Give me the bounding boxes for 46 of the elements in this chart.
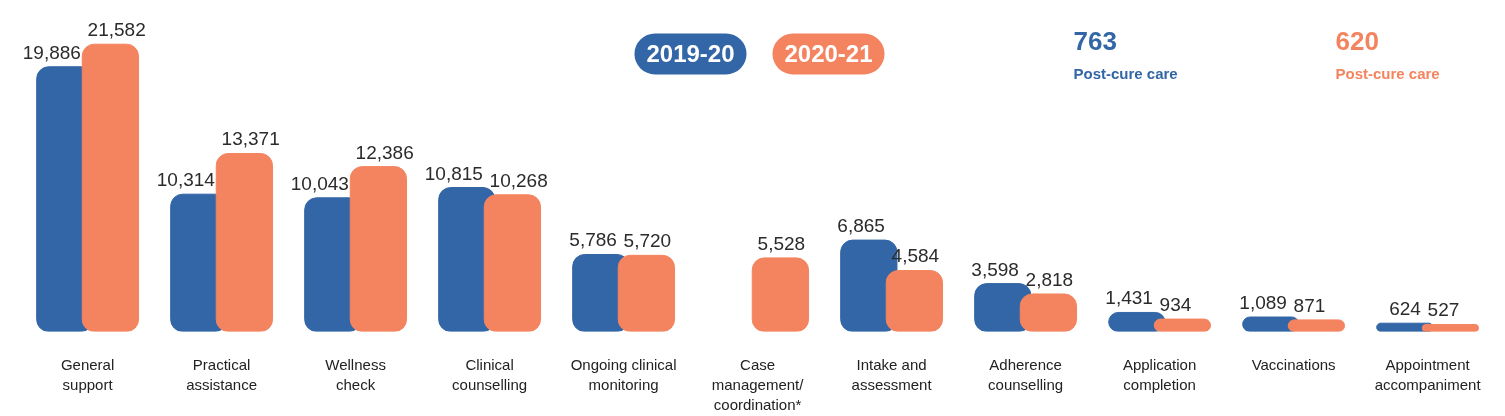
bar: [1019, 293, 1078, 332]
data-label: 21,582: [87, 19, 146, 41]
bar: [81, 43, 140, 332]
data-label: 19,886: [22, 41, 81, 63]
data-label: 5,528: [757, 232, 806, 254]
text: 2019-20: [646, 40, 735, 68]
data-label: 10,314: [156, 169, 216, 191]
data-label: 10,815: [424, 162, 483, 184]
data-label: 10,043: [290, 172, 349, 194]
bar: [1153, 318, 1212, 332]
x-tick-label: Vaccinations: [1251, 355, 1336, 373]
x-tick-label: Ongoing clinical monitoring: [570, 355, 677, 393]
x-tick-label: Clinical counselling: [452, 355, 528, 393]
data-label: 2,818: [1025, 268, 1074, 290]
data-label: 3,598: [971, 258, 1019, 280]
x-tick-label: Application completion: [1122, 355, 1197, 393]
data-label: 5,786: [569, 229, 617, 251]
bar: [617, 254, 676, 332]
x-tick-label: Intake and assessment: [851, 355, 933, 393]
x-tick-label: Wellness check: [325, 355, 386, 393]
bar: [349, 166, 408, 332]
bar: [215, 152, 274, 332]
x-tick-label: Adherence counselling: [988, 355, 1064, 393]
data-label: 934: [1159, 294, 1192, 316]
bar: [483, 194, 542, 332]
bar: [885, 269, 944, 332]
bar: [751, 257, 810, 332]
data-label: 10,268: [489, 169, 548, 191]
data-label: 624: [1389, 298, 1422, 320]
data-label: 871: [1293, 294, 1326, 316]
x-tick-label: Appointment accompaniment: [1374, 355, 1482, 393]
annotation: 763 Post-cure care: [1073, 26, 1178, 82]
data-label: 1,089: [1239, 292, 1287, 313]
bar: [1421, 323, 1480, 332]
bar: [1287, 319, 1346, 332]
data-label: 1,431: [1105, 287, 1153, 309]
data-label: 13,371: [221, 128, 280, 150]
x-tick-label: General support: [60, 355, 115, 393]
x-tick-label: Practical assistance: [186, 355, 258, 393]
data-label: 6,865: [837, 215, 885, 237]
data-label: 5,720: [623, 230, 672, 252]
x-tick-label: Case management/ coordination*: [711, 355, 805, 414]
data-label: 527: [1427, 299, 1460, 321]
text: 2020-21: [784, 40, 873, 68]
annotation: 620 Post-cure care: [1335, 26, 1440, 82]
data-label: 12,386: [355, 141, 414, 163]
